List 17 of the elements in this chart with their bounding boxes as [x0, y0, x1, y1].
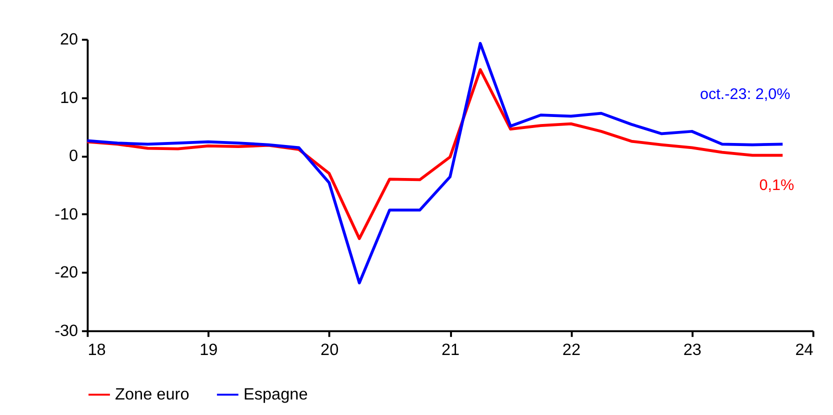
- annotation: oct.-23: 2,0%: [700, 86, 791, 104]
- x-tick-label: 23: [683, 341, 702, 360]
- y-tick-label: 0: [69, 147, 78, 166]
- y-tick-label: 20: [60, 30, 78, 49]
- x-tick-label: 20: [320, 341, 339, 360]
- x-tick-label: 18: [88, 341, 106, 360]
- y-tick-label: 10: [60, 88, 78, 107]
- x-tick-label: 22: [562, 341, 581, 360]
- y-tick-label: -30: [54, 322, 78, 340]
- legend-label: Espagne: [243, 385, 308, 404]
- y-tick-label: -10: [54, 205, 78, 224]
- x-tick-label: 24: [795, 341, 814, 360]
- annotation: 0,1%: [759, 176, 795, 194]
- y-tick-label: -20: [54, 264, 78, 282]
- x-tick-label: 21: [441, 341, 460, 360]
- legend-label: Zone euro: [115, 385, 190, 404]
- x-tick-label: 19: [200, 341, 218, 360]
